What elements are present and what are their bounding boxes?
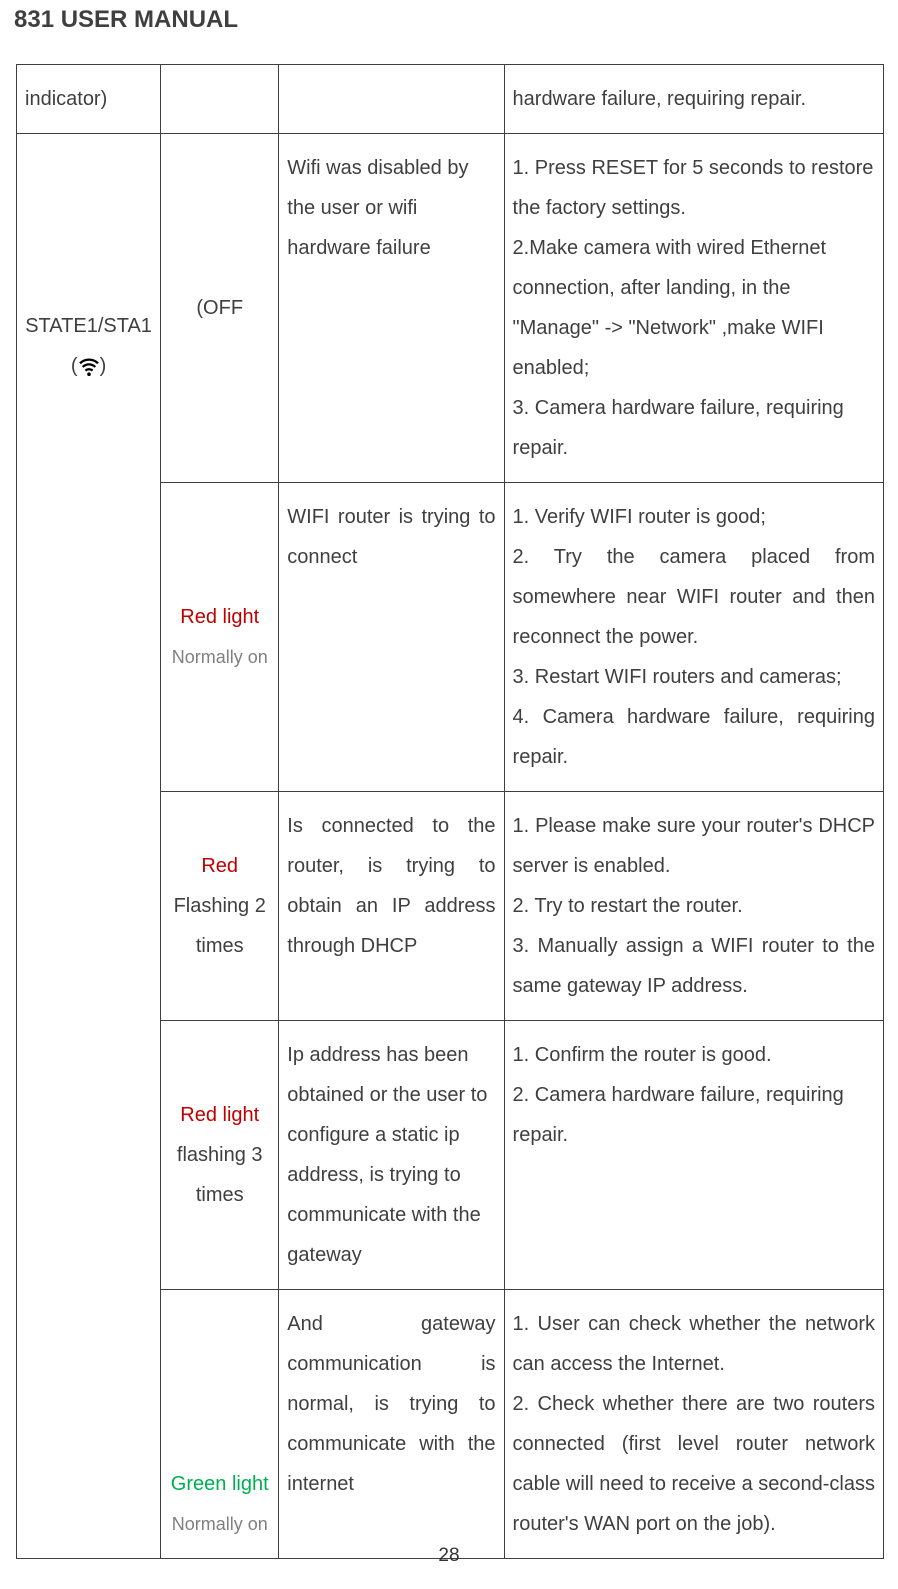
led-green-label: Green light — [171, 1473, 269, 1495]
cell-solution: 1. Verify WIFI router is good; 2. Try th… — [504, 483, 883, 792]
led-red-label: Red light — [180, 606, 259, 628]
cell-meaning: And gateway communication is normal, is … — [279, 1290, 504, 1559]
cell-solution: 1. User can check whether the network ca… — [504, 1290, 883, 1559]
cell-state-span — [17, 1021, 161, 1290]
cell-led-state: Red light flashing 3 times — [161, 1021, 279, 1290]
state-label-prefix: ( — [71, 355, 78, 377]
led-sub-label: flashing 3 times — [177, 1144, 263, 1206]
cell-led-off: (OFF — [161, 134, 279, 483]
cell-meaning: Is connected to the router, is trying to… — [279, 792, 504, 1021]
led-state-table: indicator) hardware failure, requiring r… — [16, 64, 884, 1559]
led-sub-label: Normally on — [172, 1514, 268, 1534]
table-row: Red light Normally on WIFI router is try… — [17, 483, 884, 792]
led-sub-label: Normally on — [172, 647, 268, 667]
cell-state-span — [17, 483, 161, 792]
cell-solution: 1. Confirm the router is good. 2. Camera… — [504, 1021, 883, 1290]
wifi-icon — [78, 355, 100, 377]
cell-meaning: Ip address has been obtained or the user… — [279, 1021, 504, 1290]
doc-title: 831 USER MANUAL — [0, 0, 898, 64]
cell-solution: hardware failure, requiring repair. — [504, 65, 883, 134]
led-red-label: Red light — [180, 1104, 259, 1126]
table-row: STATE1/STA1 ( ) (OFF Wifi was disabled b… — [17, 134, 884, 483]
cell-led-state: Green light Normally on — [161, 1290, 279, 1559]
cell-state-label: STATE1/STA1 ( ) — [17, 134, 161, 483]
led-red-label: Red — [201, 855, 238, 877]
state-label-line1: STATE1/STA1 — [25, 315, 152, 337]
table-row: Red light flashing 3 times Ip address ha… — [17, 1021, 884, 1290]
cell-indicator: indicator) — [17, 65, 161, 134]
table-row: Green light Normally on And gateway comm… — [17, 1290, 884, 1559]
cell-meaning: Wifi was disabled by the user or wifi ha… — [279, 134, 504, 483]
cell-state-span — [17, 792, 161, 1021]
state-label-suffix: ) — [100, 355, 107, 377]
cell-solution: 1. Press RESET for 5 seconds to restore … — [504, 134, 883, 483]
cell-led-state: Red Flashing 2 times — [161, 792, 279, 1021]
cell-meaning: WIFI router is trying to connect — [279, 483, 504, 792]
led-sub-label: Flashing 2 times — [174, 895, 266, 957]
cell-empty — [279, 65, 504, 134]
cell-solution: 1. Please make sure your router's DHCP s… — [504, 792, 883, 1021]
table-row: indicator) hardware failure, requiring r… — [17, 65, 884, 134]
cell-empty — [161, 65, 279, 134]
cell-state-span — [17, 1290, 161, 1559]
table-row: Red Flashing 2 times Is connected to the… — [17, 792, 884, 1021]
page-number: 28 — [0, 1545, 898, 1567]
cell-led-state: Red light Normally on — [161, 483, 279, 792]
